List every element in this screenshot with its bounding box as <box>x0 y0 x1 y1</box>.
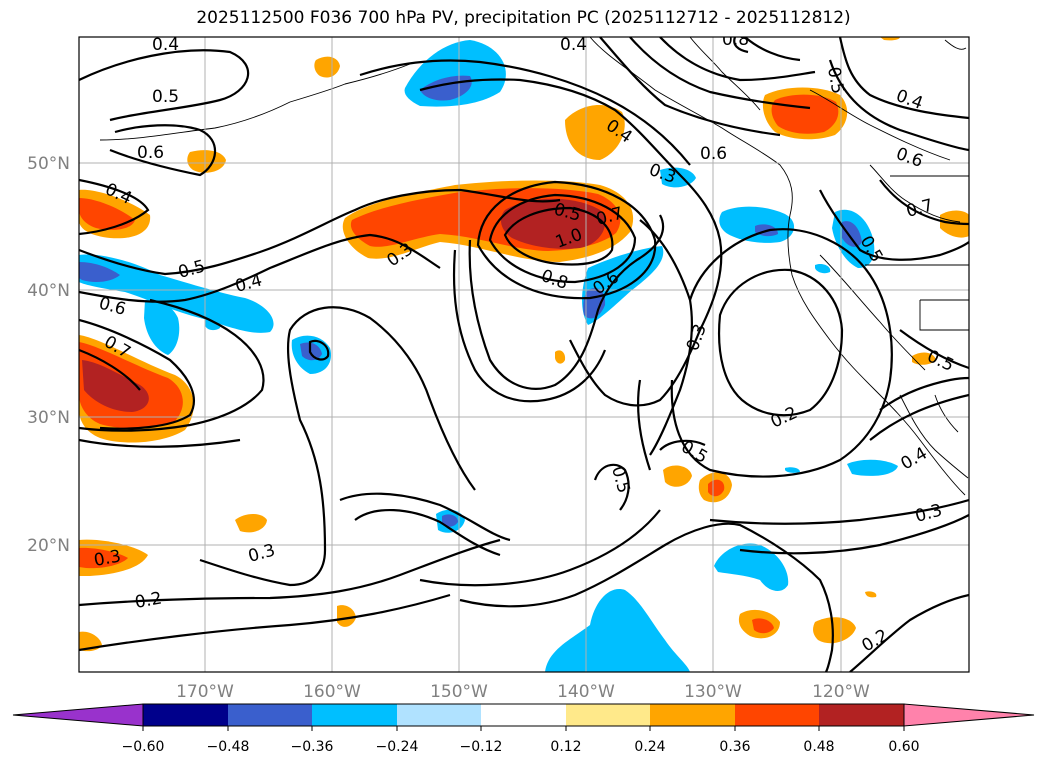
colorbar-tick-label: −0.48 <box>207 739 250 755</box>
precip-positive-region <box>500 198 606 249</box>
precip-positive-region <box>79 198 135 230</box>
colorbar-extend-low <box>12 703 144 727</box>
contour-label: 0.2 <box>133 589 163 613</box>
colorbar-extend-high <box>903 703 1035 727</box>
colorbar-tick-label: −0.60 <box>122 739 165 755</box>
colorbar-ticks <box>142 726 905 731</box>
colorbar-segment <box>819 704 904 726</box>
lon-label: 140°W <box>557 682 615 702</box>
precip-negative-region <box>842 221 862 247</box>
precip-negative-region <box>545 589 690 672</box>
lon-label: 120°W <box>812 682 870 702</box>
precip-positive-region <box>555 350 566 364</box>
colorbar-segment <box>228 704 312 726</box>
precip-negative-region <box>79 254 274 333</box>
map-title: 2025112500 F036 700 hPa PV, precipitatio… <box>196 8 851 28</box>
precip-negative-region <box>144 299 180 355</box>
precip-positive-region <box>880 37 900 41</box>
lon-label: 160°W <box>303 682 361 702</box>
precip-positive-region <box>235 514 267 533</box>
colorbar-tick-label: 0.60 <box>888 739 919 755</box>
contour-label: 0.5 <box>823 65 847 95</box>
colorbar-segment <box>397 704 481 726</box>
latitude-labels: 50°N 40°N 30°N 20°N <box>27 154 70 556</box>
map-frame <box>78 36 970 673</box>
colorbar-tick-label: 0.36 <box>719 739 750 755</box>
contour-label: 0.8 <box>722 30 749 50</box>
precip-positive-region <box>865 591 877 598</box>
lat-label: 50°N <box>27 154 70 174</box>
longitude-labels: 170°W 160°W 150°W 140°W 130°W 120°W <box>176 682 870 702</box>
precip-positive-region <box>565 105 625 160</box>
precip-positive-region <box>337 605 356 627</box>
contour-label: 0.4 <box>560 35 587 55</box>
precip-positive-region <box>813 617 856 644</box>
pv-contours <box>79 37 969 672</box>
precip-negative-region <box>714 543 789 592</box>
lat-label: 30°N <box>27 408 70 428</box>
colorbar-tick-label: 0.48 <box>803 739 834 755</box>
precip-negative-region <box>847 459 898 476</box>
precip-positive-region <box>708 479 725 497</box>
colorbar: −0.60 −0.48 −0.36 −0.24 −0.12 0.12 0.24 … <box>12 703 1035 755</box>
colorbar-tick-label: −0.24 <box>376 739 419 755</box>
colorbar-segment <box>481 704 566 726</box>
precip-positive-region <box>771 94 839 134</box>
colorbar-segment <box>735 704 819 726</box>
precip-positive-region <box>82 360 149 412</box>
lon-label: 130°W <box>684 682 742 702</box>
precip-positive-region <box>79 547 128 569</box>
contour-label: 0.6 <box>700 144 727 164</box>
lat-label: 40°N <box>27 281 70 301</box>
colorbar-tick-label: 0.12 <box>550 739 581 755</box>
lon-label: 150°W <box>430 682 488 702</box>
precip-positive-region <box>663 465 692 487</box>
colorbar-tick-label: −0.12 <box>460 739 503 755</box>
contour-label: 0.4 <box>152 35 179 55</box>
lon-label: 170°W <box>176 682 234 702</box>
colorbar-segment <box>650 704 735 726</box>
precip-positive-region <box>187 150 226 173</box>
colorbar-segment <box>312 704 397 726</box>
lat-label: 20°N <box>27 536 70 556</box>
contour-label: 0.6 <box>137 143 164 163</box>
contour-label: 0.3 <box>92 547 122 571</box>
precip-positive-region <box>912 352 936 365</box>
precip-negative-region <box>79 262 120 283</box>
colorbar-tick-label: −0.36 <box>291 739 334 755</box>
precip-negative-region <box>442 514 458 527</box>
precip-negative-region <box>815 263 831 274</box>
precip-positive-region <box>752 618 774 634</box>
colorbar-tick-label: 0.24 <box>634 739 665 755</box>
precip-positive-region <box>314 56 340 78</box>
map-panel: 0.4 0.4 0.8 0.5 0.5 0.4 0.6 0.4 0.3 0.6 … <box>79 30 969 672</box>
colorbar-segment <box>566 704 650 726</box>
precip-shading <box>79 37 969 672</box>
precip-negative-region <box>785 467 800 473</box>
precip-negative-region <box>205 318 221 331</box>
contour-label: 0.5 <box>152 87 179 107</box>
coastline <box>99 37 969 496</box>
colorbar-segment <box>143 704 228 726</box>
